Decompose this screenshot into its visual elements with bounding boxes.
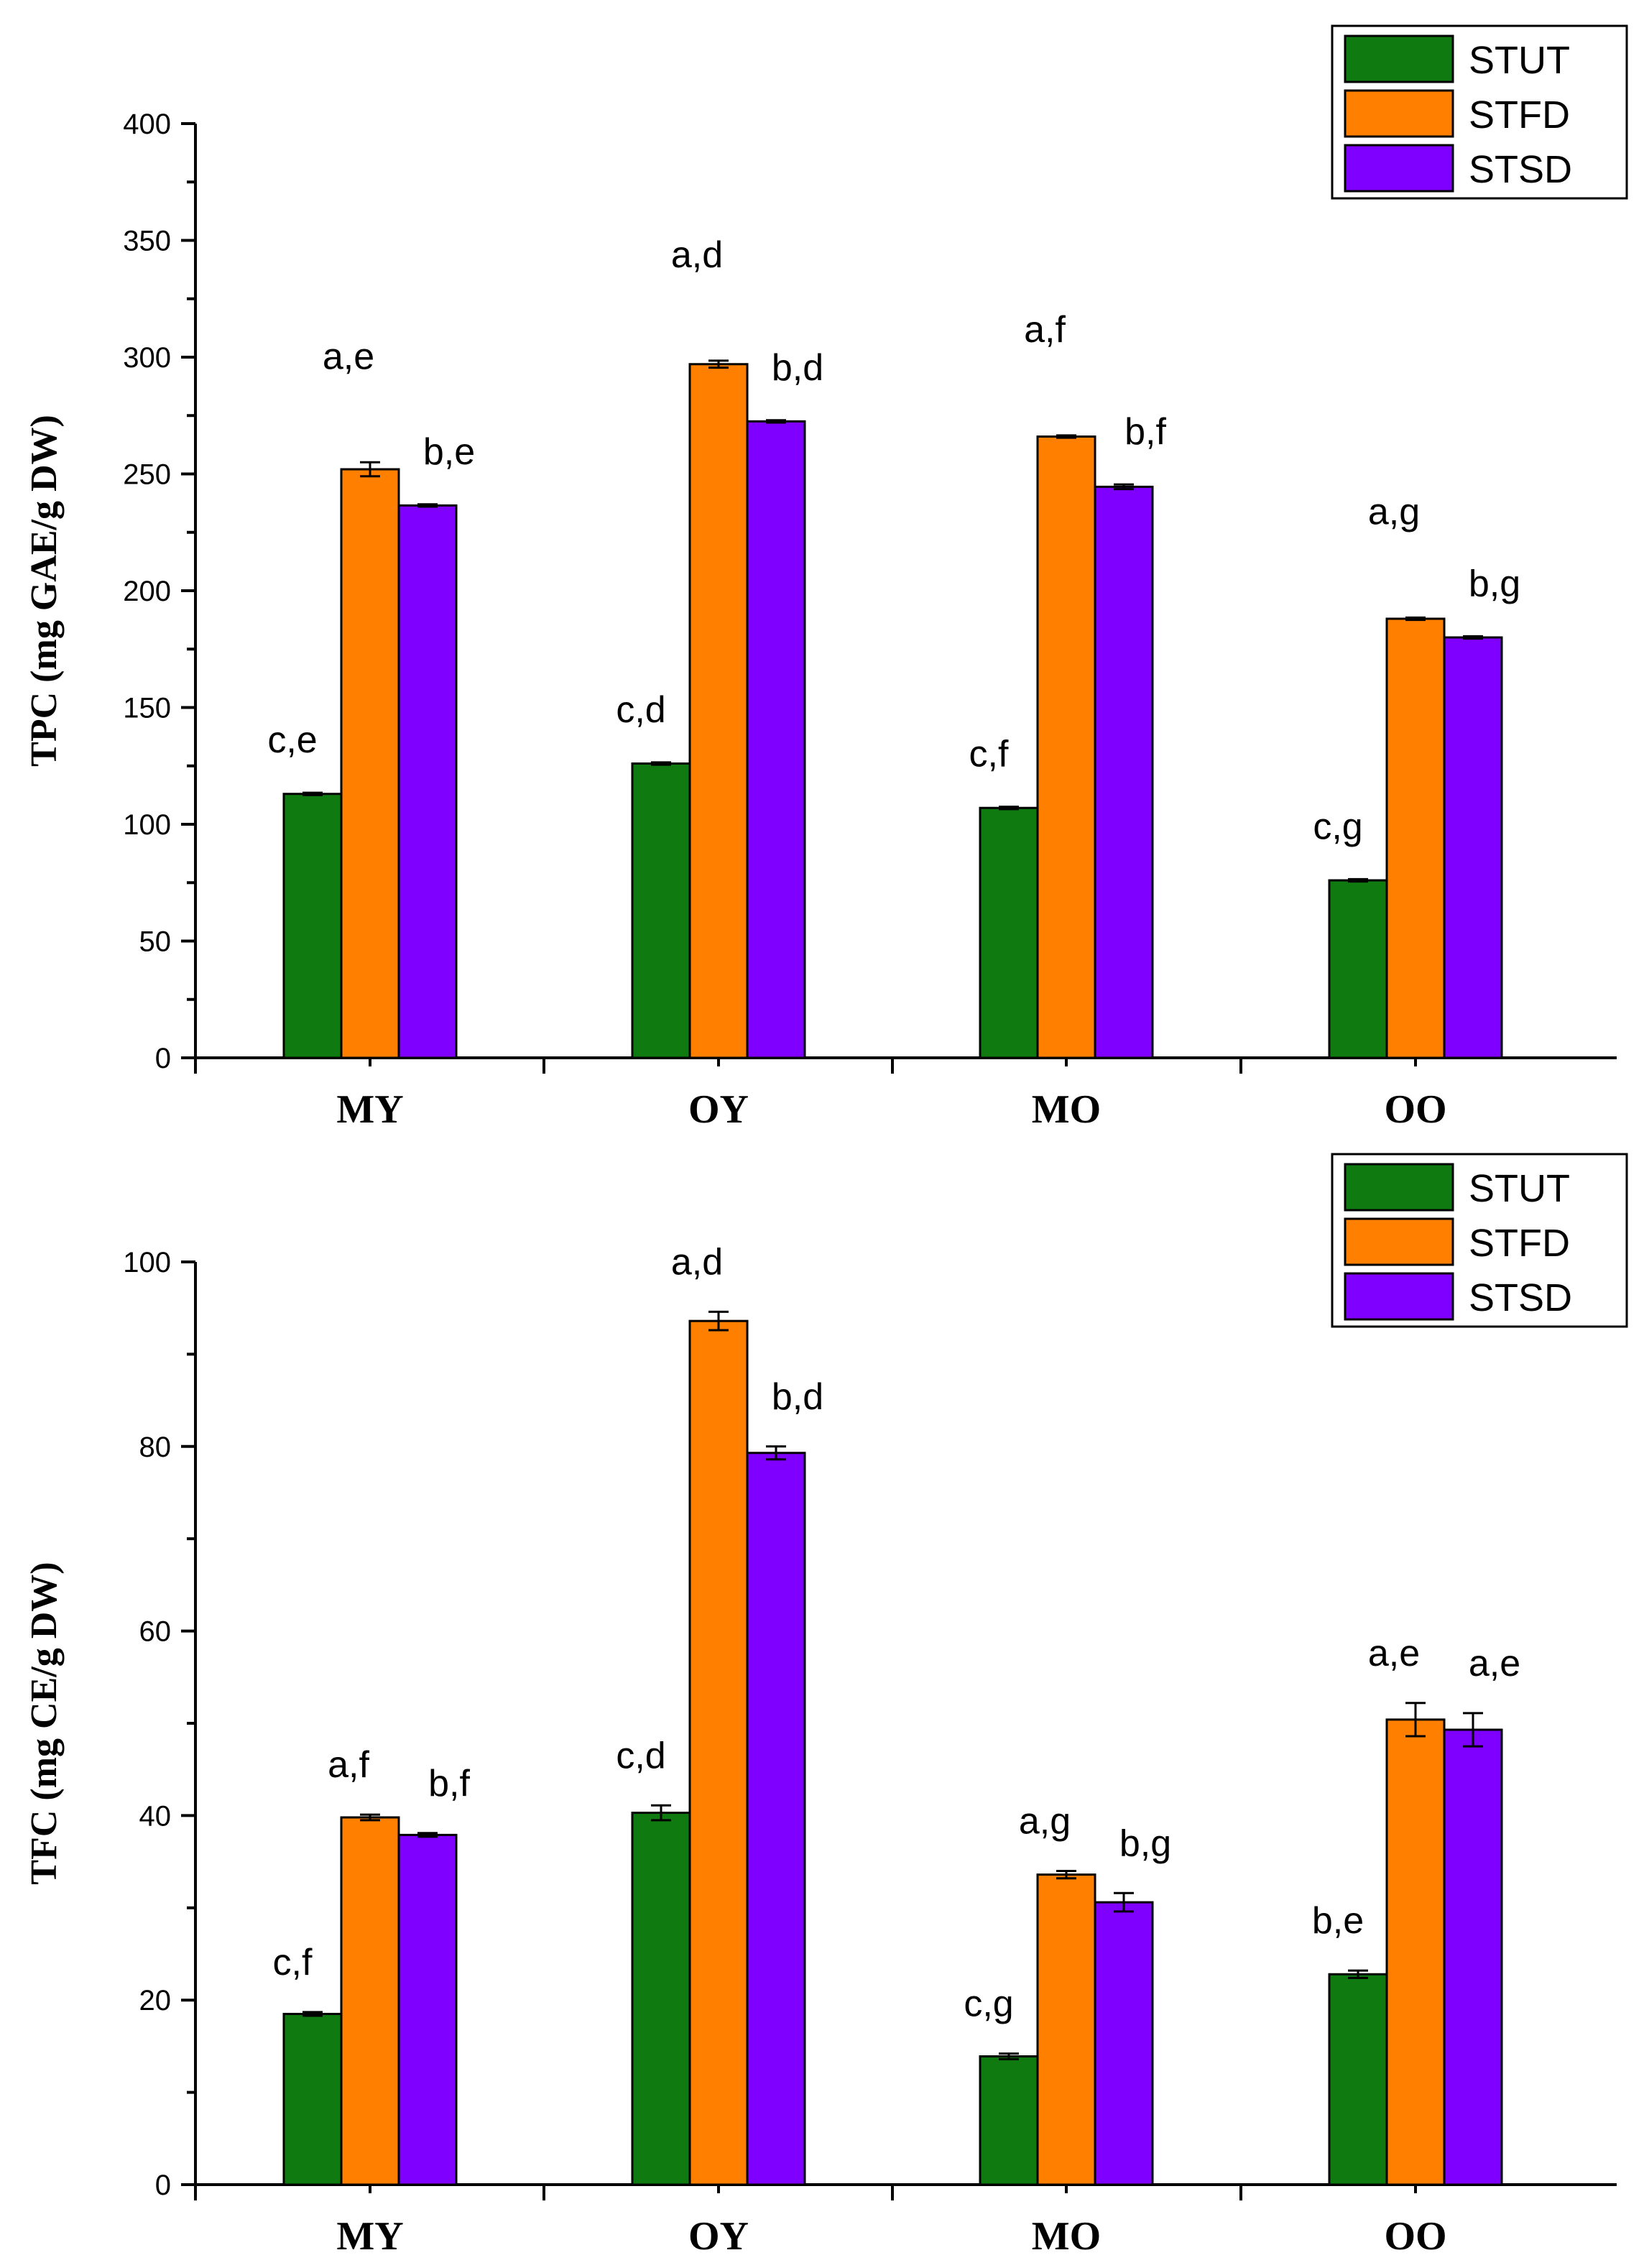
bar-stsd xyxy=(1443,1728,1503,2186)
bar-stfd xyxy=(1385,1718,1446,2186)
significance-label: a,f xyxy=(328,1744,369,1786)
significance-label: a,f xyxy=(1024,309,1066,351)
chart-panel-1: 0 50 100 150 200 250 300 350 400 MY OY MO OO TPC (mg … xyxy=(24,24,1628,1132)
bar-stfd xyxy=(688,363,749,1059)
legend-label: STUT xyxy=(1469,39,1570,82)
y-tick-label: 150 xyxy=(123,693,171,724)
y-axis-title: TFC (mg CE/g DW) xyxy=(24,1562,65,1884)
legend-label: STFD xyxy=(1469,1222,1570,1265)
significance-label: c,d xyxy=(616,689,665,731)
legend-swatch-stsd xyxy=(1344,144,1454,193)
bar-stut xyxy=(1328,879,1388,1059)
y-tick-label: 60 xyxy=(139,1616,172,1648)
significance-label: b,g xyxy=(1469,563,1520,604)
significance-label: a,d xyxy=(671,234,723,276)
significance-label: b,d xyxy=(772,1376,823,1418)
bar-stfd xyxy=(340,468,400,1059)
legend-swatch-stfd xyxy=(1344,1217,1454,1266)
y-tick-label: 250 xyxy=(123,459,171,491)
y-tick-label: 0 xyxy=(155,2170,171,2201)
significance-label: c,d xyxy=(616,1735,665,1776)
y-axis-title: TPC (mg GAE/g DW) xyxy=(24,415,65,767)
legend-swatch-stfd xyxy=(1344,89,1454,138)
significance-label: a,e xyxy=(1368,1633,1420,1674)
bar-stfd xyxy=(1036,1873,1096,2186)
y-tick-label: 400 xyxy=(123,109,171,140)
legend: STUT STFD STSD xyxy=(1331,24,1628,200)
y-tick-label: 50 xyxy=(139,926,172,958)
significance-label: b,e xyxy=(423,431,475,473)
bar-stut xyxy=(979,806,1039,1059)
x-tick-label: OY xyxy=(688,1087,749,1132)
bar-stut xyxy=(631,1812,691,2186)
legend-label: STSD xyxy=(1469,1276,1572,1319)
significance-label: a,g xyxy=(1368,491,1420,533)
y-tick-label: 80 xyxy=(139,1432,172,1463)
bar-stsd xyxy=(397,504,458,1059)
legend-swatch-stut xyxy=(1344,1163,1454,1212)
significance-label: a,e xyxy=(323,336,374,377)
significance-label: c,f xyxy=(273,1942,313,1983)
significance-label: a,d xyxy=(671,1241,723,1283)
bar-stfd xyxy=(1385,617,1446,1059)
y-tick-label: 100 xyxy=(123,1247,171,1278)
x-tick-label: MY xyxy=(336,2214,403,2259)
bar-stsd xyxy=(1443,636,1503,1059)
significance-label: a,e xyxy=(1469,1643,1520,1684)
legend-label: STUT xyxy=(1469,1167,1570,1210)
significance-label: c,f xyxy=(969,734,1009,775)
x-tick-label: MY xyxy=(336,1087,403,1132)
significance-label: a,g xyxy=(1019,1800,1071,1842)
significance-label: b,e xyxy=(1312,1900,1364,1942)
significance-label: c,e xyxy=(267,719,317,761)
y-tick-label: 40 xyxy=(139,1800,172,1832)
y-tick-label: 300 xyxy=(123,342,171,374)
x-tick-label: MO xyxy=(1032,1087,1101,1132)
bar-stut xyxy=(282,2012,343,2186)
x-tick-label: OO xyxy=(1384,2214,1446,2259)
x-tick-label: MO xyxy=(1032,2214,1101,2259)
bar-stsd xyxy=(1094,1901,1154,2186)
y-tick-label: 0 xyxy=(155,1043,171,1074)
significance-label: b,g xyxy=(1119,1822,1171,1864)
bar-stsd xyxy=(397,1833,458,2186)
x-tick-label: OO xyxy=(1384,1087,1446,1132)
y-tick-label: 100 xyxy=(123,809,171,841)
significance-label: c,g xyxy=(1313,806,1362,847)
x-tick-label: OY xyxy=(688,2214,749,2259)
bar-stut xyxy=(1328,1973,1388,2186)
y-tick-label: 200 xyxy=(123,576,171,607)
significance-label: b,d xyxy=(772,347,823,389)
bar-stut xyxy=(979,2055,1039,2186)
y-tick-label: 350 xyxy=(123,226,171,257)
legend-label: STSD xyxy=(1469,148,1572,191)
bar-stut xyxy=(631,762,691,1059)
bar-stfd xyxy=(1036,435,1096,1059)
legend-swatch-stsd xyxy=(1344,1272,1454,1321)
bar-stsd xyxy=(746,420,806,1059)
chart-panel-2: 0 20 40 60 80 100 MY OY MO OO TFC (mg CE/g DW) c,f c… xyxy=(24,1153,1628,2259)
y-tick-label: 20 xyxy=(139,1985,172,2016)
bar-stsd xyxy=(1094,485,1154,1059)
legend: STUT STFD STSD xyxy=(1331,1153,1628,1328)
bar-stut xyxy=(282,793,343,1059)
significance-label: b,f xyxy=(1125,411,1166,453)
legend-label: STFD xyxy=(1469,93,1570,137)
bar-stfd xyxy=(340,1816,400,2186)
legend-swatch-stut xyxy=(1344,34,1454,83)
bar-stfd xyxy=(688,1319,749,2186)
significance-label: c,g xyxy=(964,1983,1013,2025)
significance-label: b,f xyxy=(428,1763,470,1804)
bar-stsd xyxy=(746,1452,806,2186)
